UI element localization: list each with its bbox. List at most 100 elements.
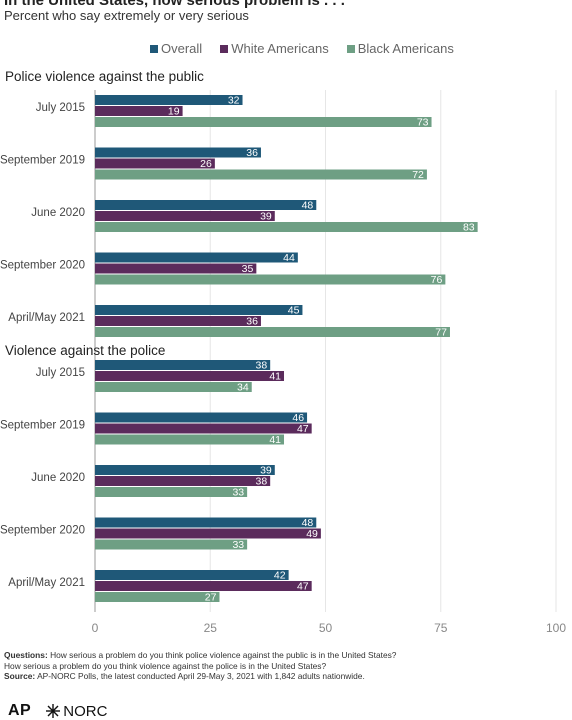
bar-overall: [95, 252, 298, 263]
legend-item-overall: Overall: [150, 41, 202, 56]
category-label: September 2020: [0, 260, 85, 272]
legend-swatch-white: [220, 44, 229, 53]
bar-overall: [95, 95, 243, 105]
x-tick-label-75: 75: [434, 621, 448, 635]
bar-white-americans: [95, 528, 321, 539]
legend-swatch-black: [346, 44, 355, 53]
data-label: 48: [302, 517, 314, 529]
data-label: 76: [431, 274, 443, 286]
data-label: 46: [292, 412, 304, 424]
bar-overall: [95, 147, 261, 158]
norc-star-icon: [46, 704, 61, 718]
legend-swatch-overall: [150, 44, 158, 53]
bar-white-americans: [95, 211, 275, 221]
data-label: 33: [232, 487, 244, 499]
chart-title: In the United States, how serious proble…: [4, 0, 345, 9]
ap-logo: AP: [8, 702, 32, 719]
legend-item-black: Black Americans: [346, 41, 454, 56]
questions-note: Questions: How serious a problem do you …: [4, 650, 569, 661]
bar-chart: 0 25 50 75 100 Police violence against the pu…: [0, 69, 566, 635]
bar-overall: [95, 360, 271, 370]
bar-white-americans: [95, 371, 285, 381]
legend-item-white: White Americans: [220, 41, 329, 56]
source-text: AP-NORC Polls, the latest conducted Apri…: [37, 671, 365, 681]
questions-note-2: How serious a problem do you think viole…: [4, 660, 327, 671]
data-label: 38: [255, 360, 267, 372]
bar-black-americans: [95, 382, 252, 392]
x-tick-label-50: 50: [319, 621, 333, 635]
bar-overall: [95, 412, 308, 423]
data-label: 48: [302, 200, 314, 212]
category-label: June 2020: [31, 207, 85, 219]
logos: AP NORC: [8, 702, 107, 720]
data-label: 26: [200, 158, 212, 170]
data-label: 47: [297, 581, 309, 593]
bar-black-americans: [95, 487, 248, 497]
data-label: 42: [274, 570, 286, 582]
footnotes: Questions: How serious a problem do you …: [4, 650, 569, 682]
category-label: July 2015: [36, 102, 85, 114]
data-label: 83: [463, 222, 475, 234]
bar-black-americans: [95, 117, 432, 127]
panel-title-1: Police violence against the public: [5, 69, 204, 84]
data-label: 47: [297, 423, 309, 435]
bar-black-americans: [95, 222, 478, 232]
category-label: September 2019: [0, 155, 85, 167]
bar-overall: [95, 305, 303, 315]
bar-white-americans: [95, 423, 312, 434]
source-label: Source:: [4, 671, 36, 681]
data-label: 27: [205, 592, 217, 604]
category-label: July 2015: [36, 367, 85, 379]
data-label: 34: [237, 382, 249, 394]
bar-overall: [95, 200, 317, 210]
bar-black-americans: [95, 169, 427, 180]
data-label: 72: [412, 169, 424, 181]
category-label: April/May 2021: [8, 312, 85, 324]
bar-white-americans: [95, 316, 261, 326]
legend-label-overall: Overall: [161, 41, 203, 56]
data-label: 73: [417, 117, 429, 129]
bar-overall: [95, 517, 317, 528]
bar-white-americans: [95, 158, 215, 169]
data-label: 39: [260, 465, 272, 477]
bar-black-americans: [95, 434, 285, 445]
data-label: 39: [260, 211, 272, 223]
norc-logo: NORC: [45, 703, 107, 720]
bar-overall: [95, 465, 275, 475]
bar-white-americans: [95, 581, 312, 591]
bar-white-americans: [95, 263, 257, 274]
bar-overall: [95, 570, 289, 580]
category-label: September 2019: [0, 420, 85, 432]
bar-black-americans: [95, 327, 450, 337]
x-tick-label-0: 0: [92, 621, 99, 635]
data-label: 36: [246, 147, 258, 159]
data-label: 41: [269, 434, 281, 446]
category-label: April/May 2021: [8, 577, 85, 589]
data-label: 44: [283, 252, 295, 264]
legend: Overall White Americans Black Americans: [150, 41, 454, 56]
data-label: 35: [242, 263, 254, 275]
questions-label: Questions:: [4, 650, 48, 660]
legend-label-black: Black Americans: [357, 41, 454, 56]
chart-subtitle: Percent who say extremely or very seriou…: [4, 8, 249, 23]
x-tick-label-100: 100: [546, 621, 566, 635]
data-label: 38: [255, 476, 267, 488]
data-label: 36: [246, 316, 258, 328]
bar-black-americans: [95, 592, 220, 602]
panel-title-2: Violence against the police: [5, 343, 165, 358]
bar-white-americans: [95, 106, 183, 116]
category-label: September 2020: [0, 525, 85, 537]
norc-logo-text: NORC: [63, 702, 108, 720]
data-label: 49: [306, 528, 318, 540]
bar-black-americans: [95, 274, 446, 285]
category-label: June 2020: [31, 472, 85, 484]
data-label: 77: [435, 327, 447, 339]
data-label: 41: [269, 371, 281, 383]
source-note: Source: AP-NORC Polls, the latest conduc…: [4, 671, 569, 682]
x-tick-label-25: 25: [204, 621, 218, 635]
data-label: 45: [288, 305, 300, 317]
bar-black-americans: [95, 539, 248, 550]
questions-text: How serious a problem do you think polic…: [50, 650, 397, 660]
bar-white-americans: [95, 476, 271, 486]
legend-label-white: White Americans: [231, 41, 329, 56]
